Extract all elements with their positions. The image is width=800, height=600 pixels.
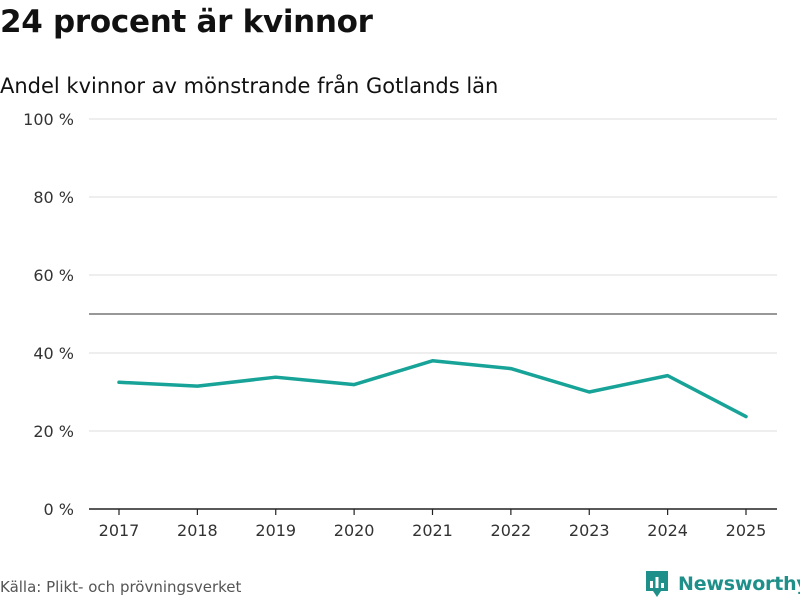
x-tick-label: 2019 (255, 521, 296, 540)
x-tick-label: 2017 (99, 521, 140, 540)
data-point (431, 359, 435, 363)
x-tick-label: 2020 (334, 521, 375, 540)
y-tick-label: 20 % (33, 422, 74, 441)
x-tick-label: 2023 (569, 521, 610, 540)
data-point (195, 384, 199, 388)
data-point (352, 383, 356, 387)
bar-chart-speech-bubble-icon (646, 571, 668, 597)
data-point (509, 367, 513, 371)
line-chart: 0 % 20 % 40 % 60 % 80 % 100 % 2017 2018 2019 2020… (23, 110, 777, 540)
data-point (274, 375, 278, 379)
data-point (744, 415, 748, 419)
chart-title: 24 procent är kvinnor (0, 4, 373, 40)
x-tick-label: 2025 (726, 521, 767, 540)
y-tick-label: 40 % (33, 344, 74, 363)
y-tick-label: 0 % (44, 500, 74, 519)
y-tick-label: 80 % (33, 188, 74, 207)
y-tick-label: 60 % (33, 266, 74, 285)
source-note: Källa: Plikt- och prövningsverket (0, 578, 242, 596)
series-line (117, 359, 748, 419)
x-tick-label: 2024 (647, 521, 688, 540)
chart-subtitle: Andel kvinnor av mönstrande från Gotland… (0, 74, 499, 98)
data-point (587, 390, 591, 394)
data-point (666, 374, 670, 378)
y-tick-label: 100 % (23, 110, 74, 129)
data-point (117, 380, 121, 384)
x-tick-label: 2021 (412, 521, 453, 540)
x-tick-label: 2022 (491, 521, 532, 540)
x-tick-label: 2018 (177, 521, 218, 540)
brand-name: Newsworthy (678, 573, 800, 595)
newsworthy-logo[interactable]: Newsworthy (644, 568, 800, 600)
